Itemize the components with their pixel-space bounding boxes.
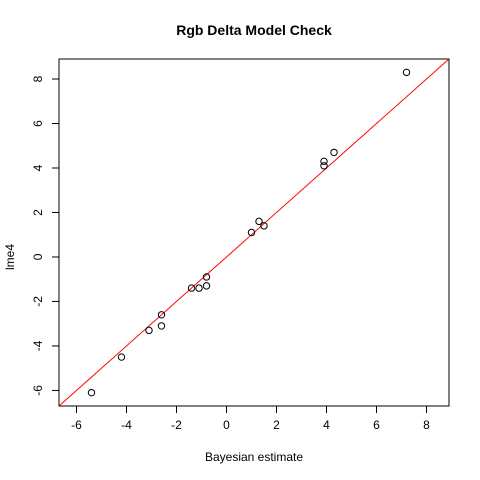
data-point [195,284,203,292]
y-tick-label: 6 [31,120,45,127]
data-point [320,162,328,170]
data-point [260,222,268,230]
plot-frame [58,58,450,407]
data-point [157,311,166,319]
data-point [87,388,96,397]
data-point [247,228,256,237]
data-point [402,68,411,77]
data-point [320,157,328,166]
x-tick-label: 2 [273,418,280,432]
y-tick-label: 8 [31,75,45,82]
y-tick-label: -6 [31,385,45,396]
x-tick-label: 0 [223,418,230,432]
data-point [187,284,196,292]
x-tick-label: 8 [423,418,430,432]
data-point [202,273,211,281]
y-tick-label: 4 [31,164,45,171]
x-tick-label: -4 [121,418,132,432]
y-tick-label: -4 [31,340,45,351]
plot-area: -6 -4 -2 0 2 4 6 8 -6 -4 -2 0 2 4 6 8 [31,58,450,432]
y-axis-label: lme4 [3,244,17,270]
chart-title: Rgb Delta Model Check [176,22,332,38]
x-tick-label: -6 [71,418,82,432]
y-tick-label: 2 [31,209,45,216]
data-point [255,217,263,226]
data-point [330,148,338,157]
data-point [145,326,153,335]
data-point [202,282,211,290]
data-point [117,353,126,361]
y-tick-label: 0 [31,253,45,260]
x-tick-label: -2 [171,418,182,432]
x-axis-label: Bayesian estimate [205,450,303,464]
x-tick-label: 6 [373,418,380,432]
x-tick-label: 4 [323,418,330,432]
y-tick-label: -2 [31,296,45,307]
reference-line [59,59,449,406]
data-point [157,322,166,330]
